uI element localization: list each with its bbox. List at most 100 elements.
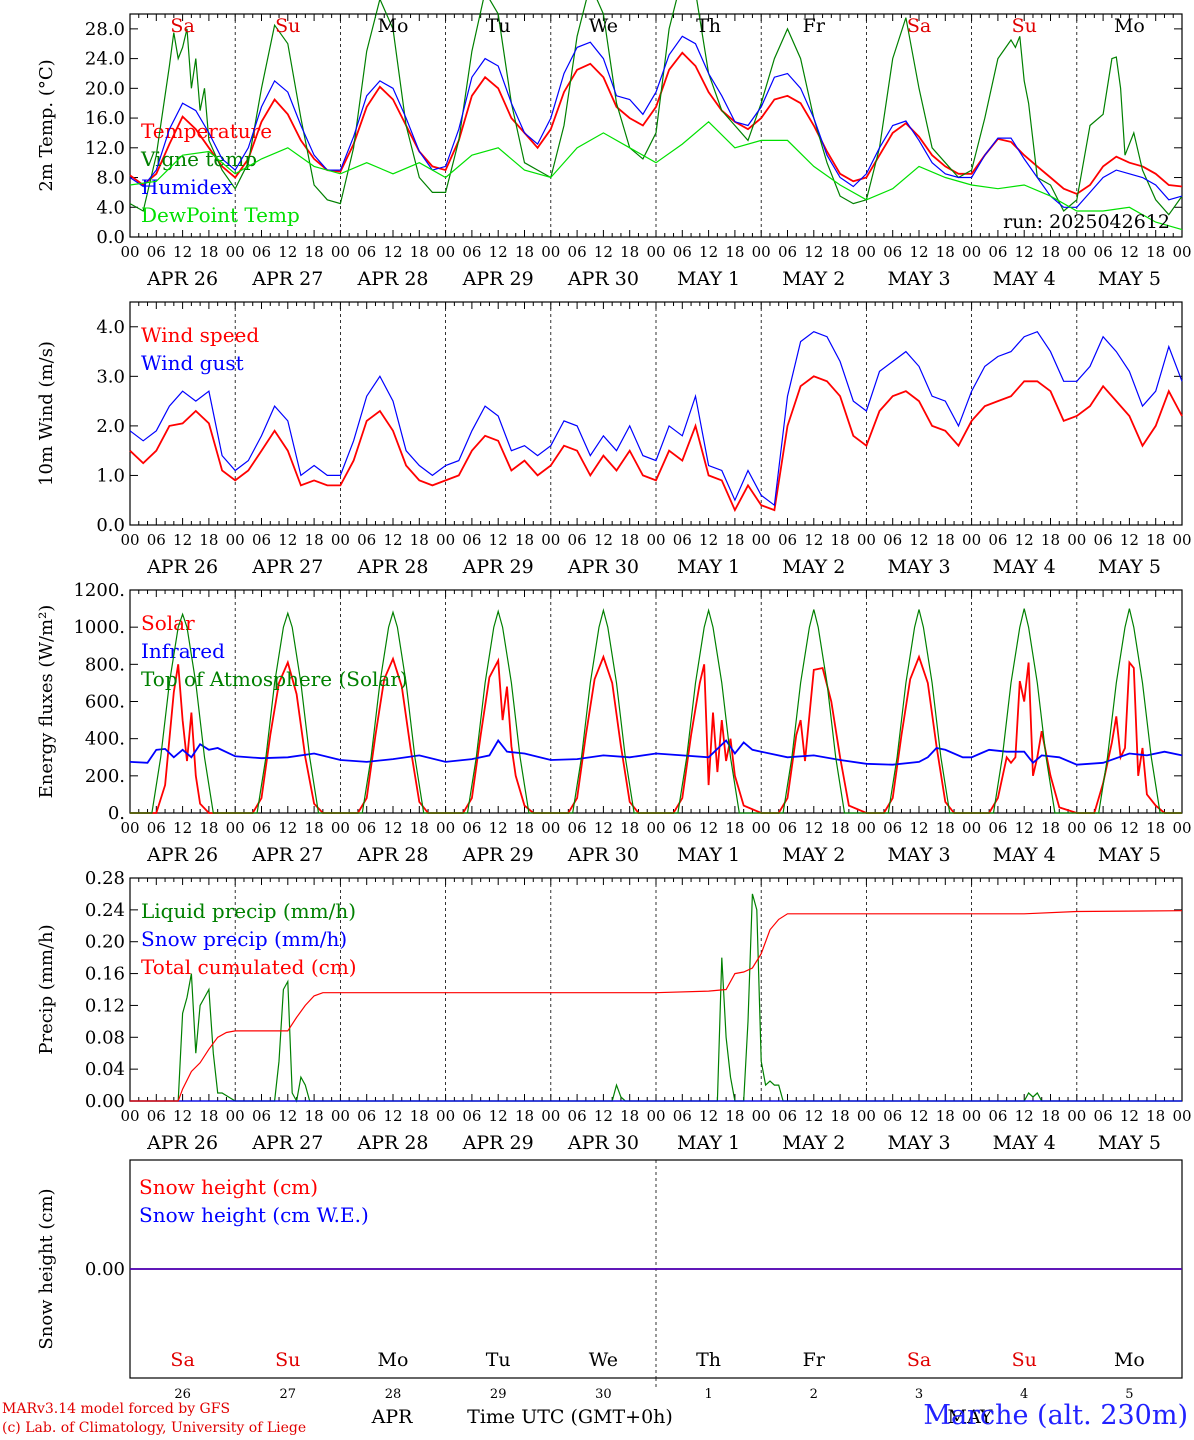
temperature-hour-label: 12 — [909, 243, 928, 261]
temperature-hour-label-end: 00 — [1172, 243, 1191, 261]
energy-hour-label: 00 — [857, 819, 876, 837]
snow-weekday-label: We — [589, 1349, 618, 1371]
precip-hour-label: 18 — [620, 1107, 639, 1125]
run-label: run: 2025042612 — [1003, 211, 1170, 233]
energy-hour-label: 12 — [909, 819, 928, 837]
precip-hour-label: 00 — [857, 1107, 876, 1125]
temperature-y-tick-label: 16.0 — [85, 108, 125, 129]
precip-date-label: APR 27 — [251, 1132, 323, 1154]
energy-hour-label: 18 — [199, 819, 218, 837]
credit-line-2: (c) Lab. of Climatology, University of L… — [2, 1420, 307, 1436]
temperature-date-label: MAY 4 — [993, 268, 1056, 290]
energy-date-label: APR 30 — [567, 844, 639, 866]
wind-series-1-line — [129, 330, 1183, 507]
energy-hour-label: 06 — [778, 819, 797, 837]
precip-hour-label: 00 — [646, 1107, 665, 1125]
precip-y-tick-label: 0.12 — [85, 995, 125, 1016]
wind-hour-label: 18 — [515, 531, 534, 549]
temperature-hour-label: 00 — [962, 243, 981, 261]
energy-hour-label: 12 — [1015, 819, 1034, 837]
wind-hour-label: 18 — [410, 531, 429, 549]
temperature-date-label: MAY 2 — [782, 268, 845, 290]
precip-y-axis-label: Precip (mm/h) — [36, 924, 57, 1054]
temperature-hour-label: 00 — [752, 243, 771, 261]
precip-hour-label: 12 — [909, 1107, 928, 1125]
bottom-day-number: 1 — [704, 1387, 712, 1402]
energy-hour-label: 18 — [1146, 819, 1165, 837]
temperature-hour-label: 18 — [1146, 243, 1165, 261]
temperature-hour-label: 12 — [1120, 243, 1139, 261]
wind-hour-label: 00 — [962, 531, 981, 549]
wind-hour-label: 00 — [331, 531, 350, 549]
temperature-hour-label: 00 — [646, 243, 665, 261]
temperature-hour-label: 06 — [147, 243, 166, 261]
wind-hour-label: 06 — [568, 531, 587, 549]
energy-y-tick-label: 200. — [85, 766, 125, 787]
temperature-hour-label: 06 — [673, 243, 692, 261]
energy-hour-label: 00 — [331, 819, 350, 837]
snow-legend-0: Snow height (cm) — [139, 1175, 318, 1199]
temperature-hour-label: 00 — [226, 243, 245, 261]
wind-hour-label: 06 — [252, 531, 271, 549]
precip-date-label: APR 29 — [462, 1132, 534, 1154]
energy-date-label: MAY 5 — [1098, 844, 1161, 866]
precip-hour-label: 18 — [515, 1107, 534, 1125]
energy-hour-label: 00 — [436, 819, 455, 837]
wind-hour-label: 18 — [620, 531, 639, 549]
temperature-hour-label: 06 — [252, 243, 271, 261]
snow-weekday-label: Sa — [907, 1349, 931, 1371]
temperature-hour-label: 12 — [804, 243, 823, 261]
precip-hour-label: 06 — [1094, 1107, 1113, 1125]
temperature-date-label: APR 29 — [462, 268, 534, 290]
temperature-hour-label: 18 — [305, 243, 324, 261]
wind-legend-0: Wind speed — [141, 323, 259, 347]
snow-weekday-label: Su — [275, 1349, 300, 1371]
precip-hour-label: 12 — [1015, 1107, 1034, 1125]
energy-hour-label: 06 — [988, 819, 1007, 837]
energy-hour-label: 12 — [489, 819, 508, 837]
wind-hour-label: 06 — [147, 531, 166, 549]
credit-line-1: MARv3.14 model forced by GFS — [2, 1401, 231, 1417]
energy-hour-label: 06 — [147, 819, 166, 837]
precip-date-label: APR 26 — [146, 1132, 218, 1154]
temperature-y-tick-label: 12.0 — [85, 138, 125, 159]
temperature-weekday-label: Tu — [486, 15, 511, 37]
energy-series-2-line — [130, 608, 1182, 814]
wind-y-tick-label: 3.0 — [96, 366, 125, 387]
energy-hour-label: 06 — [252, 819, 271, 837]
energy-hour-label: 06 — [883, 819, 902, 837]
precip-hour-label: 06 — [673, 1107, 692, 1125]
wind-hour-label: 00 — [436, 531, 455, 549]
precip-hour-label: 18 — [410, 1107, 429, 1125]
precip-y-tick-label: 0.16 — [85, 964, 125, 985]
precip-hour-label: 00 — [1067, 1107, 1086, 1125]
temperature-hour-label: 00 — [541, 243, 560, 261]
precip-date-label: MAY 1 — [677, 1132, 740, 1154]
temperature-date-label: APR 26 — [146, 268, 218, 290]
wind-hour-label: 06 — [1094, 531, 1113, 549]
energy-hour-label: 12 — [383, 819, 402, 837]
energy-hour-label: 06 — [357, 819, 376, 837]
wind-date-label: MAY 1 — [677, 556, 740, 578]
precip-legend-1: Snow precip (mm/h) — [141, 927, 347, 951]
temperature-y-axis-label: 2m Temp. (°C) — [36, 59, 57, 191]
snow-y-tick-label: 0.00 — [85, 1259, 125, 1280]
wind-hour-label: 06 — [778, 531, 797, 549]
temperature-y-tick-label: 20.0 — [85, 78, 125, 99]
wind-hour-label: 00 — [1067, 531, 1086, 549]
precip-y-tick-label: 0.08 — [85, 1027, 125, 1048]
wind-hour-label: 12 — [804, 531, 823, 549]
temperature-y-tick-label: 28.0 — [85, 19, 125, 40]
temperature-legend-2: Humidex — [141, 175, 233, 199]
energy-hour-label: 12 — [594, 819, 613, 837]
wind-hour-label: 00 — [857, 531, 876, 549]
energy-y-tick-label: 400. — [85, 729, 125, 750]
energy-hour-label: 00 — [120, 819, 139, 837]
bottom-day-number: 4 — [1020, 1387, 1028, 1402]
temperature-series-2-line — [129, 35, 1183, 208]
wind-y-tick-label: 1.0 — [96, 465, 125, 486]
precip-date-label: MAY 2 — [782, 1132, 845, 1154]
precip-hour-label: 18 — [199, 1107, 218, 1125]
month-label-apr: APR — [371, 1406, 414, 1428]
temperature-hour-label: 06 — [1094, 243, 1113, 261]
